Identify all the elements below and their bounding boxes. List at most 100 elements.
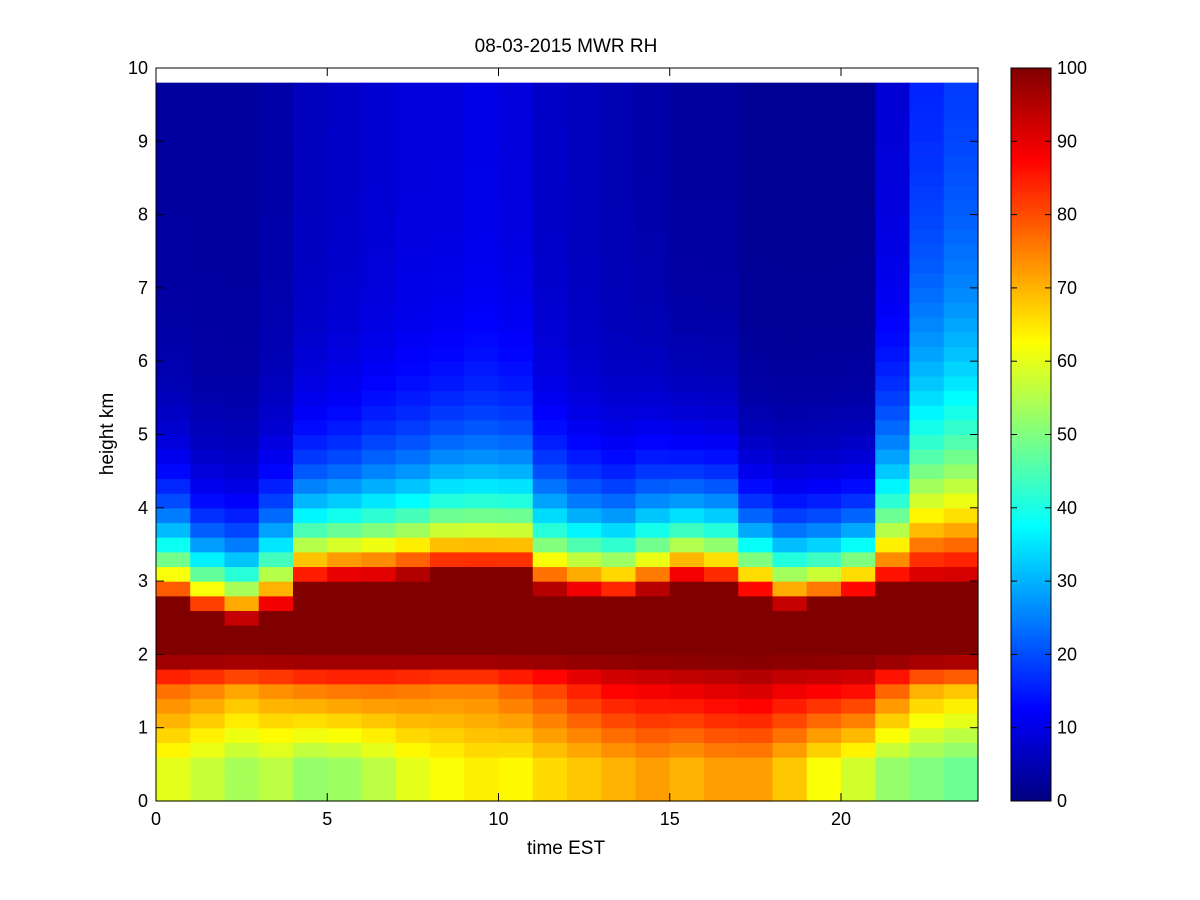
heatmap-cell (909, 419, 945, 436)
heatmap-cell (635, 331, 671, 348)
heatmap-cell (224, 478, 260, 494)
heatmap-cell (772, 493, 808, 509)
heatmap-cell (669, 742, 705, 758)
heatmap-cell (738, 727, 774, 743)
heatmap-cell (327, 141, 363, 157)
heatmap-cell (532, 243, 568, 260)
heatmap-cell (601, 170, 637, 186)
heatmap-cell (909, 243, 945, 260)
heatmap-cell (806, 507, 842, 524)
heatmap-cell (738, 449, 774, 465)
heatmap-cell (532, 258, 568, 274)
heatmap-cell (875, 581, 911, 597)
heatmap-cell (772, 155, 808, 172)
heatmap-cell (395, 258, 431, 274)
heatmap-cell (293, 419, 328, 436)
heatmap-cell (430, 185, 465, 201)
heatmap-cell (635, 375, 671, 392)
heatmap-cell (224, 522, 260, 538)
heatmap-cell (943, 449, 979, 465)
heatmap-cell (498, 698, 534, 714)
heatmap-cell (704, 199, 739, 216)
heatmap-cell (806, 170, 842, 186)
heatmap-cell (327, 566, 363, 582)
colorbar-tick-label: 60 (1057, 351, 1077, 371)
heatmap-cell (430, 390, 465, 406)
colorbar-tick-label: 70 (1057, 278, 1077, 298)
heatmap-cell (943, 771, 979, 787)
heatmap-cell (875, 419, 911, 436)
heatmap-cell (532, 126, 568, 142)
heatmap-cell (258, 346, 294, 362)
heatmap-cell (875, 727, 911, 743)
heatmap-cell (258, 214, 294, 230)
heatmap-cell (772, 551, 808, 568)
heatmap-cell (190, 126, 226, 142)
heatmap-cell (430, 581, 465, 597)
heatmap-cell (430, 757, 465, 773)
heatmap-cell (327, 581, 363, 597)
heatmap-cell (738, 331, 774, 348)
heatmap-cell (772, 639, 808, 655)
heatmap-cell (943, 317, 979, 333)
heatmap-cell (327, 493, 363, 509)
heatmap-cell (498, 566, 534, 582)
heatmap-cell (498, 757, 534, 773)
heatmap-cell (190, 537, 226, 553)
heatmap-cell (601, 97, 637, 113)
heatmap-cell (601, 185, 637, 201)
heatmap-cell (361, 727, 397, 743)
heatmap-cell (532, 757, 568, 773)
heatmap-cells (156, 82, 979, 802)
heatmap-cell (258, 639, 294, 655)
heatmap-cell (943, 434, 979, 450)
heatmap-cell (498, 229, 534, 245)
heatmap-cell (156, 243, 191, 260)
heatmap-cell (190, 625, 226, 641)
heatmap-cell (669, 493, 705, 509)
heatmap-cell (293, 243, 328, 260)
heatmap-cell (156, 771, 191, 787)
heatmap-cell (841, 669, 876, 685)
heatmap-cell (190, 757, 226, 773)
heatmap-cell (361, 155, 397, 172)
heatmap-cell (156, 155, 191, 172)
heatmap-cell (738, 258, 774, 274)
heatmap-cell (909, 361, 945, 377)
heatmap-cell (498, 185, 534, 201)
heatmap-cell (943, 639, 979, 655)
heatmap-cell (635, 273, 671, 289)
heatmap-cell (806, 346, 842, 362)
heatmap-cell (532, 581, 568, 597)
heatmap-cell (532, 214, 568, 230)
heatmap-cell (669, 302, 705, 318)
heatmap-cell (190, 581, 226, 597)
heatmap-cell (601, 126, 637, 142)
heatmap-cell (430, 449, 465, 465)
heatmap-cell (635, 625, 671, 641)
heatmap-cell (704, 126, 739, 142)
heatmap-cell (806, 82, 842, 98)
heatmap-cell (943, 683, 979, 699)
heatmap-cell (738, 419, 774, 436)
heatmap-cell (464, 669, 500, 685)
heatmap-cell (841, 771, 876, 787)
heatmap-cell (909, 493, 945, 509)
heatmap-cell (669, 507, 705, 524)
heatmap-cell (498, 170, 534, 186)
heatmap-cell (601, 683, 637, 699)
heatmap-cell (224, 742, 260, 758)
heatmap-cell (293, 771, 328, 787)
heatmap-cell (669, 346, 705, 362)
heatmap-cell (156, 405, 191, 421)
heatmap-cell (156, 493, 191, 509)
heatmap-cell (738, 434, 774, 450)
heatmap-cell (567, 478, 602, 494)
heatmap-cell (224, 258, 260, 274)
heatmap-cell (772, 713, 808, 729)
heatmap-cell (943, 566, 979, 582)
heatmap-cell (669, 97, 705, 113)
heatmap-cell (841, 507, 876, 524)
heatmap-cell (704, 493, 739, 509)
heatmap-cell (943, 625, 979, 641)
